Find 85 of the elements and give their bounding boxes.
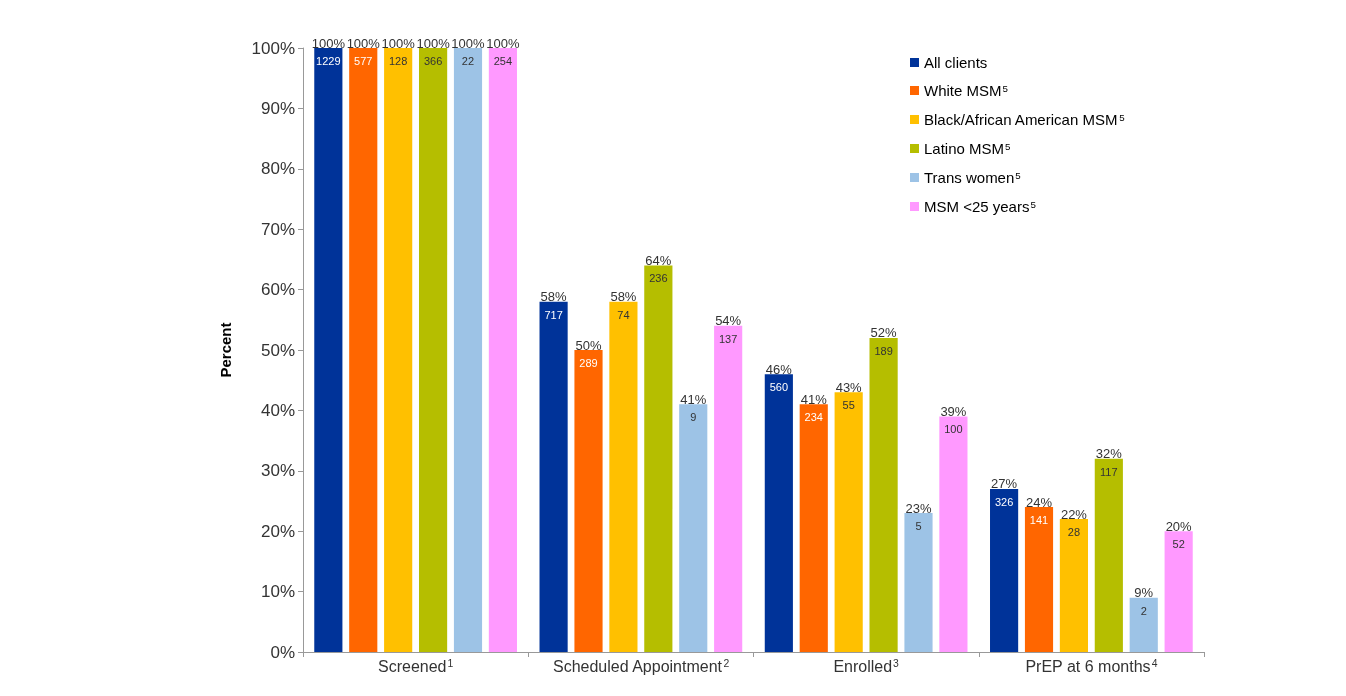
bar	[1024, 507, 1054, 652]
bar	[349, 48, 378, 652]
annotation: 5	[915, 520, 922, 533]
annotation: 55	[842, 399, 855, 412]
bar	[1094, 458, 1123, 652]
y-tick-label: 30%	[260, 461, 295, 481]
bar	[939, 416, 968, 652]
y-tick-label: 40%	[260, 400, 295, 420]
annotation: 189	[874, 344, 893, 357]
annotation: 2	[1140, 604, 1147, 617]
bar	[679, 404, 708, 652]
annotation: 74	[617, 308, 630, 321]
annotation: 560	[769, 381, 789, 394]
annotation: 28	[1067, 526, 1081, 539]
data-label: 23%	[905, 500, 932, 516]
data-label: 22%	[1060, 506, 1088, 522]
data-label: 41%	[800, 391, 828, 407]
bar	[714, 325, 743, 652]
bar	[869, 337, 898, 652]
data-label: 52%	[870, 325, 898, 341]
annotation: 128	[388, 55, 408, 67]
data-label: 43%	[835, 379, 863, 395]
annotation: 117	[1100, 465, 1118, 478]
data-label: 100%	[311, 35, 346, 51]
annotation: 100	[944, 423, 963, 436]
data-label: 100%	[381, 35, 416, 51]
bar	[419, 48, 448, 652]
annotation: 234	[804, 411, 823, 424]
data-label: 54%	[715, 313, 742, 329]
data-label: 58%	[540, 289, 568, 305]
y-tick-label: 10%	[260, 582, 295, 602]
bar	[384, 48, 413, 652]
annotation: 236	[649, 272, 668, 285]
data-label: 20%	[1165, 518, 1193, 534]
data-label: 41%	[680, 391, 707, 407]
annotation: 577	[354, 55, 373, 67]
data-label: 27%	[991, 476, 1018, 492]
bar	[574, 350, 603, 652]
bar	[990, 488, 1019, 652]
data-label: 50%	[575, 337, 602, 353]
annotation: 326	[994, 495, 1014, 508]
legend-label: All clients	[924, 54, 988, 71]
y-tick-label: 70%	[260, 219, 295, 239]
data-label: 58%	[610, 289, 637, 305]
annotation: 289	[579, 357, 598, 369]
bar	[1059, 519, 1088, 652]
bar	[904, 513, 933, 652]
data-label: 46%	[765, 361, 793, 377]
y-tick-label: 0%	[270, 642, 295, 662]
y-tick-label: 20%	[260, 521, 295, 541]
annotation: 717	[544, 308, 563, 321]
annotation: 254	[493, 55, 513, 67]
annotation: 9	[690, 411, 697, 424]
annotation: 366	[423, 55, 443, 67]
y-tick-label: 90%	[260, 98, 295, 118]
bar	[314, 48, 343, 652]
y-axis-title: Percent	[217, 322, 234, 378]
data-label: 24%	[1025, 494, 1053, 510]
annotation: 22	[461, 55, 475, 67]
bar	[764, 374, 793, 652]
bar	[1164, 531, 1193, 652]
annotation: 52	[1172, 538, 1185, 551]
annotation: 141	[1029, 514, 1049, 527]
bar	[488, 48, 517, 652]
bar	[1129, 597, 1158, 652]
y-tick-label: 100%	[251, 38, 295, 58]
bar	[609, 301, 638, 652]
data-label: 64%	[645, 252, 672, 268]
annotation: 137	[718, 332, 738, 345]
data-label: 9%	[1134, 585, 1154, 601]
bar	[539, 301, 568, 652]
bar	[453, 48, 483, 652]
data-label: 100%	[451, 35, 486, 51]
data-label: 32%	[1095, 446, 1123, 462]
data-label: 100%	[416, 35, 451, 51]
bar	[799, 404, 828, 652]
y-tick-label: 60%	[260, 280, 295, 300]
bar	[644, 265, 673, 652]
y-tick-label: 80%	[260, 159, 295, 179]
data-label: 100%	[486, 35, 520, 51]
data-label: 100%	[346, 35, 381, 51]
bar	[834, 392, 863, 652]
annotation: 1229	[316, 55, 341, 67]
y-tick-label: 50%	[260, 340, 295, 360]
data-label: 39%	[940, 403, 967, 419]
